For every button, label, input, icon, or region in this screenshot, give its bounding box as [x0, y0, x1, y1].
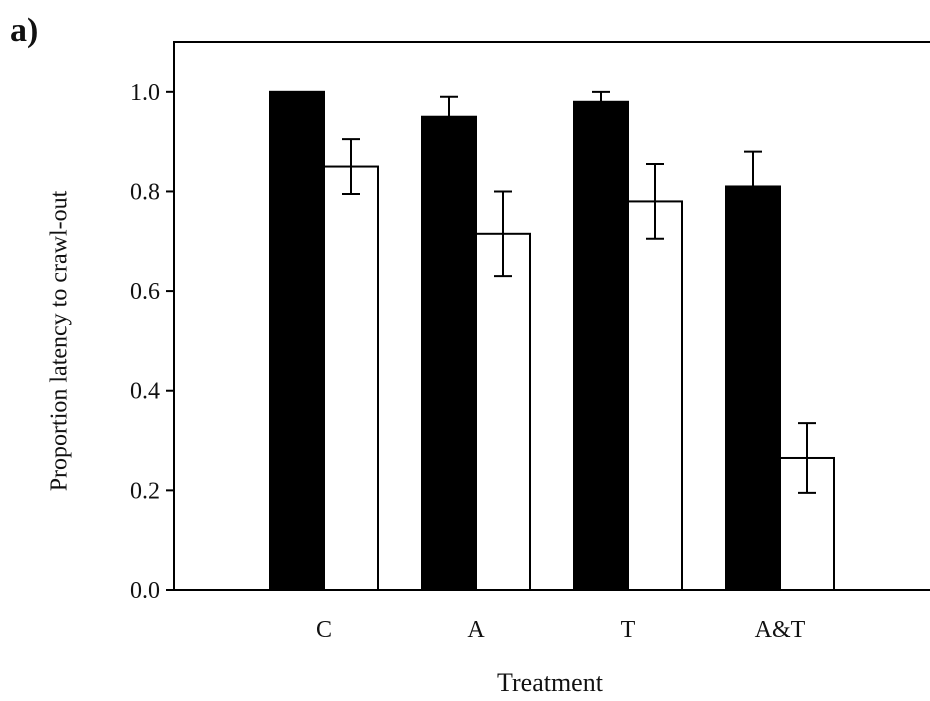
bar	[475, 232, 531, 592]
x-tick-label: A&T	[755, 617, 806, 643]
bar	[573, 100, 629, 591]
y-tick-label: 0.4	[130, 379, 160, 405]
y-tick-label: 0.6	[130, 279, 160, 305]
x-tick-label: T	[621, 617, 636, 643]
bar	[627, 200, 683, 591]
y-tick-label: 0.0	[130, 578, 160, 604]
y-tick-label: 0.8	[130, 179, 160, 205]
y-tick-label: 1.0	[130, 80, 160, 106]
plot-frame	[173, 41, 930, 591]
y-tick-label: 0.2	[130, 478, 160, 504]
x-axis-label: Treatment	[497, 668, 603, 697]
panel-label: a)	[10, 12, 39, 49]
bar	[323, 165, 379, 592]
x-tick-label: C	[316, 617, 332, 643]
bar	[421, 115, 477, 592]
bar	[269, 90, 325, 592]
x-tick-label: A	[467, 617, 485, 643]
bar	[725, 185, 781, 592]
